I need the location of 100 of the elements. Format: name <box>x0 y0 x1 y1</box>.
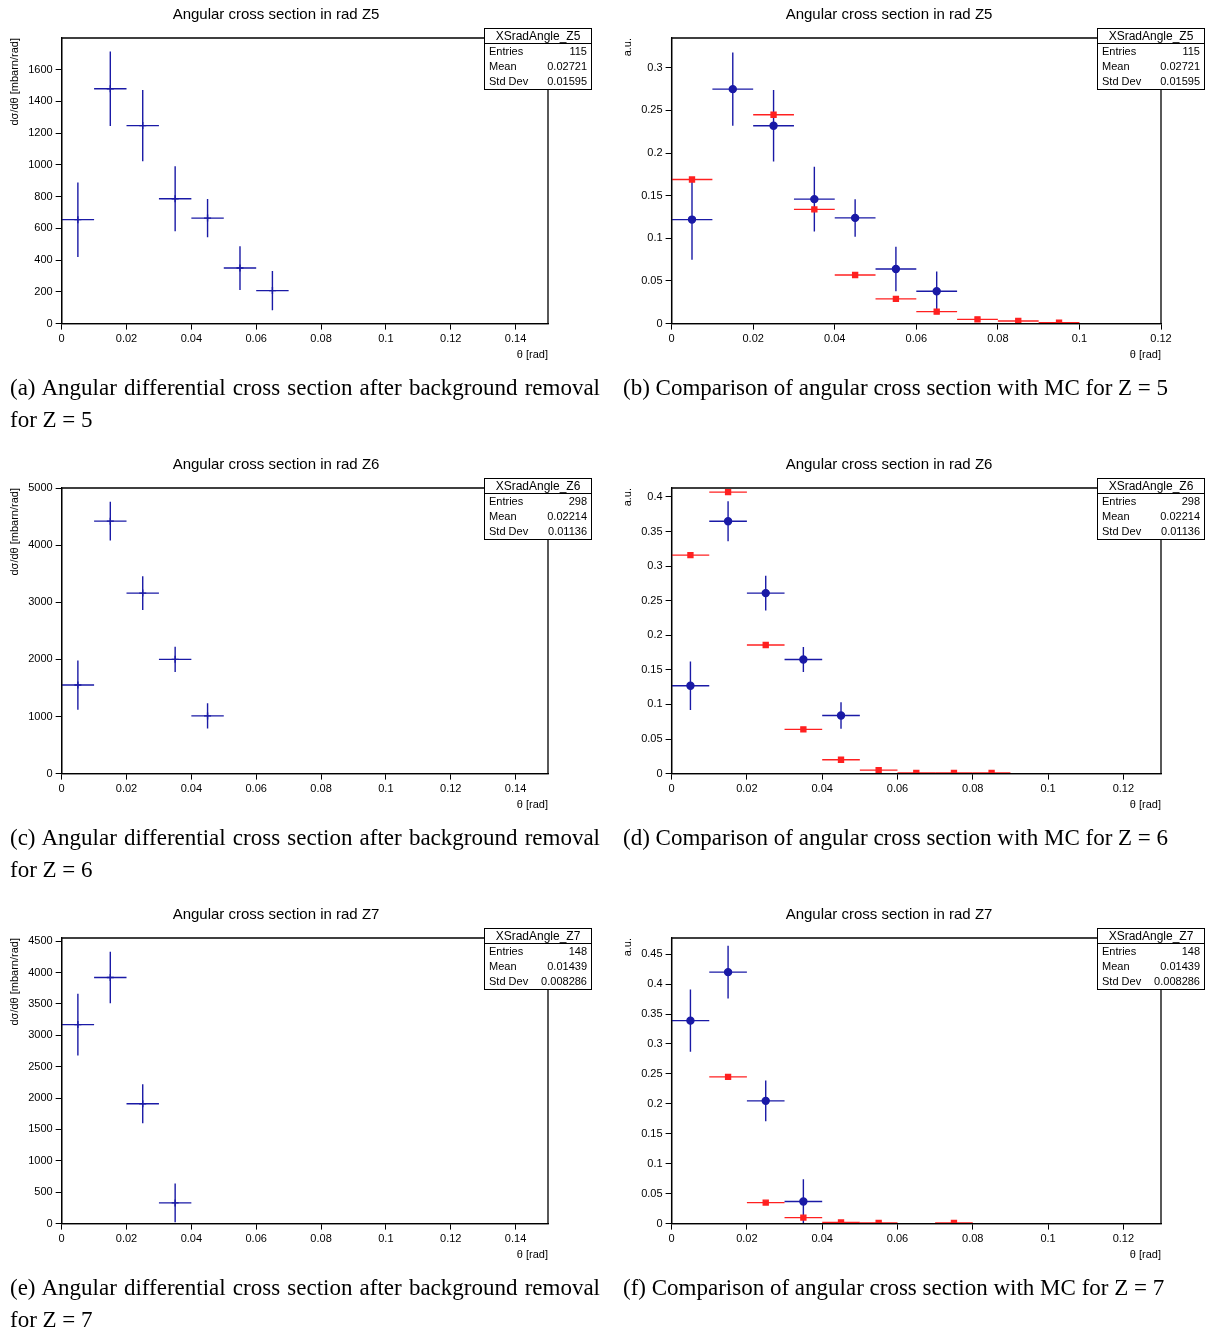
annotation: XSradAngle_Z6 <box>1098 479 1204 494</box>
text: Std Dev 0.01595 <box>1102 75 1200 87</box>
text: Mean 0.02721 <box>1102 60 1200 72</box>
text: Mean 0.02214 <box>1102 510 1200 522</box>
y-tick-label: 1000 <box>28 1153 53 1166</box>
chart-title: Angular cross section in rad Z6 <box>172 455 380 473</box>
x-tick-label: 0.12 <box>1150 332 1172 345</box>
text: Entries 298 <box>1102 495 1200 507</box>
y-tick-label: 1000 <box>28 157 53 170</box>
text: Entries 148 <box>1102 945 1200 957</box>
annotation: XSradAngle_Z6 <box>485 479 591 494</box>
y-axis-title: a.u. <box>620 938 633 957</box>
y-tick-label: 0.05 <box>641 1186 663 1199</box>
y-tick-label: 0.3 <box>647 60 663 73</box>
y-tick-label: 200 <box>34 284 53 297</box>
y-tick-label: 600 <box>34 221 53 234</box>
chart-title: Angular cross section in rad Z7 <box>172 905 380 923</box>
y-tick-label: 3500 <box>28 996 53 1009</box>
x-axis-title: θ [rad] <box>1129 798 1161 811</box>
x-tick-label: 0.1 <box>378 782 394 795</box>
x-tick-label: 0.04 <box>180 782 203 795</box>
x-tick-label: 0 <box>58 782 65 795</box>
text: (e) Angular differential cross section after background removal for Z = 7 <box>10 1274 600 1334</box>
x-axis-title: θ [rad] <box>1129 348 1161 361</box>
y-tick-label: 400 <box>34 253 53 266</box>
y-tick-label: 0.2 <box>647 628 663 641</box>
x-tick-label: 0.08 <box>310 332 332 345</box>
y-tick-label: 0.15 <box>641 188 663 201</box>
y-tick-label: 0.15 <box>641 662 663 675</box>
y-tick-label: 0.35 <box>641 524 663 537</box>
x-tick-label: 0.04 <box>811 782 833 795</box>
x-tick-label: 0.04 <box>180 332 203 345</box>
y-tick-label: 500 <box>34 1185 53 1198</box>
y-tick-label: 1500 <box>28 1122 53 1135</box>
x-tick-label: 0 <box>668 782 675 795</box>
y-axis-title: dσ/dθ [mbarn/rad] <box>7 938 20 1026</box>
text: Entries 115 <box>489 45 587 57</box>
y-tick-label: 0.4 <box>647 977 663 990</box>
x-tick-label: 0.12 <box>440 782 462 795</box>
annotation: Std Dev 0.008286 <box>489 974 587 989</box>
y-tick-label: 4000 <box>28 965 53 978</box>
x-tick-label: 0.12 <box>440 332 462 345</box>
text: (b) Comparison of angular cross section with MC for Z = 5 <box>623 374 1170 402</box>
text: Mean 0.01439 <box>1102 960 1200 972</box>
y-tick-label: 0.05 <box>641 274 663 286</box>
x-tick-label: 0.02 <box>115 1232 138 1245</box>
x-tick-label: 0.1 <box>1071 332 1088 345</box>
y-tick-label: 0 <box>46 316 53 329</box>
x-tick-label: 0 <box>58 1232 65 1245</box>
x-tick-label: 0.02 <box>736 782 758 795</box>
y-tick-label: 2500 <box>28 1059 53 1072</box>
x-tick-label: 0.04 <box>180 1232 203 1245</box>
x-tick-label: 0.06 <box>905 332 928 345</box>
y-tick-label: 0.4 <box>647 490 663 503</box>
y-tick-label: 0 <box>46 1216 53 1229</box>
x-tick-label: 0.02 <box>115 782 138 795</box>
x-tick-label: 0.1 <box>378 332 394 345</box>
y-tick-label: 3000 <box>28 595 53 608</box>
annotation: XSradAngle_Z5 <box>485 29 591 44</box>
text: (d) Comparison of angular cross section with MC for Z = 6 <box>623 824 1170 852</box>
x-tick-label: 0.12 <box>440 1232 462 1245</box>
chart-title: Angular cross section in rad Z5 <box>785 5 993 23</box>
x-tick-label: 0.14 <box>504 782 527 795</box>
x-tick-label: 0.04 <box>824 332 846 345</box>
text: Mean 0.01439 <box>489 960 587 972</box>
annotation: XSradAngle_Z7 <box>1098 929 1204 944</box>
x-tick-label: 0 <box>668 1232 675 1245</box>
y-tick-label: 0 <box>656 316 663 329</box>
y-tick-label: 0.05 <box>641 732 663 745</box>
x-tick-label: 0.1 <box>378 1232 394 1245</box>
y-tick-label: 0.25 <box>641 103 663 116</box>
x-tick-label: 0.1 <box>1040 1232 1056 1245</box>
y-axis-title: a.u. <box>620 38 633 57</box>
y-tick-label: 0.15 <box>641 1126 663 1139</box>
chart-title: Angular cross section in rad Z7 <box>785 905 993 923</box>
x-tick-label: 0.08 <box>310 1232 332 1245</box>
y-tick-label: 0.3 <box>647 559 663 572</box>
y-tick-label: 0 <box>46 766 53 779</box>
y-tick-label: 3000 <box>28 1028 53 1041</box>
x-tick-label: 0.06 <box>245 1232 267 1245</box>
x-tick-label: 0.14 <box>504 332 527 345</box>
text: (c) Angular differential cross section after background removal for Z = 6 <box>10 824 600 884</box>
y-tick-label: 0.25 <box>641 593 663 606</box>
text: (a) Angular differential cross section after background removal for Z = 5 <box>10 374 600 434</box>
x-tick-label: 0.08 <box>962 782 984 795</box>
annotation: XSradAngle_Z7 <box>485 929 591 944</box>
y-tick-label: 0 <box>656 1216 663 1229</box>
y-tick-label: 0.45 <box>641 947 663 960</box>
text: Std Dev 0.01136 <box>489 525 587 537</box>
y-tick-label: 2000 <box>28 652 53 665</box>
x-axis-title: θ [rad] <box>516 798 548 811</box>
y-tick-label: 1400 <box>28 94 53 107</box>
x-tick-label: 0.06 <box>886 782 909 795</box>
y-tick-label: 0.2 <box>647 146 663 159</box>
x-tick-label: 0 <box>668 332 675 345</box>
y-tick-label: 5000 <box>28 481 53 494</box>
x-axis-title: θ [rad] <box>1129 1248 1161 1261</box>
y-tick-label: 2000 <box>28 1091 53 1104</box>
x-axis-title: θ [rad] <box>516 1248 548 1261</box>
x-tick-label: 0.12 <box>1112 1232 1135 1245</box>
